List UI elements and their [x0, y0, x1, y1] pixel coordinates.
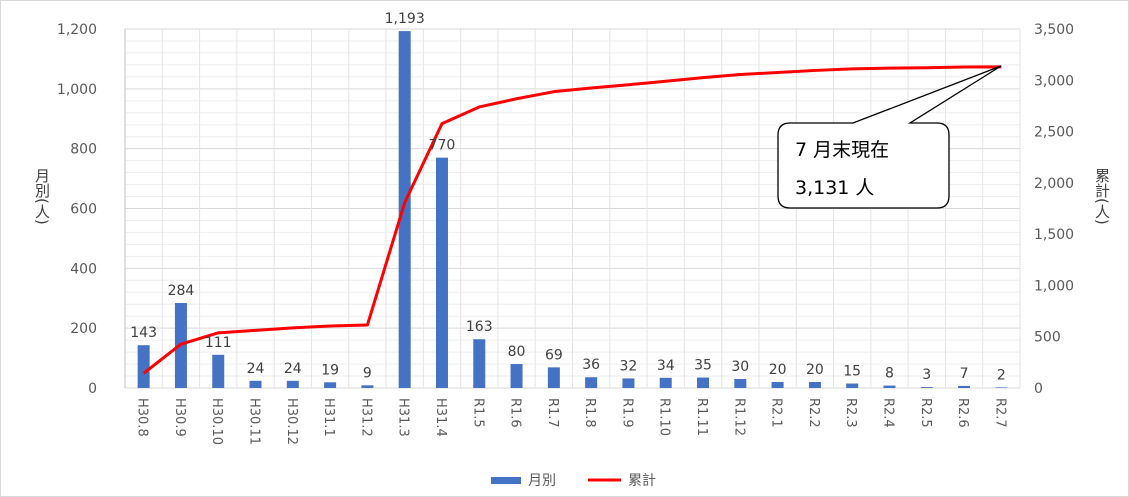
- category-tick-label: R1.12: [731, 398, 746, 436]
- legend: 月別 累計: [491, 473, 656, 489]
- bar-monthly: [286, 380, 299, 388]
- legend-line-label: 累計: [628, 473, 656, 489]
- bar-monthly: [883, 385, 896, 388]
- bar-data-label: 7: [960, 366, 969, 382]
- category-tick-label: H31.4: [433, 398, 448, 437]
- bar-data-label: 34: [657, 358, 675, 374]
- bar-monthly: [510, 364, 523, 388]
- callout-line1: 7 月末現在: [795, 139, 889, 161]
- right-tick-label: 1,500: [1034, 227, 1074, 243]
- bar-data-label: 770: [429, 138, 456, 154]
- category-tick-label: H31.1: [321, 398, 336, 437]
- bar-data-label: 1,193: [385, 11, 425, 27]
- bar-data-label: 143: [130, 325, 157, 341]
- right-tick-label: 3,500: [1034, 22, 1074, 38]
- bar-monthly: [920, 387, 933, 388]
- bar-monthly: [808, 382, 821, 388]
- bar-data-label: 36: [582, 357, 600, 373]
- category-tick-label: H30.11: [247, 398, 262, 445]
- legend-bar-label: 月別: [528, 473, 556, 489]
- bar-data-label: 8: [885, 366, 894, 382]
- bar-monthly: [734, 379, 747, 388]
- bar-data-label: 69: [545, 347, 563, 363]
- bar-data-label: 284: [168, 283, 195, 299]
- right-tick-label: 2,500: [1034, 125, 1074, 141]
- left-tick-label: 1,200: [57, 22, 97, 38]
- left-tick-label: 0: [88, 381, 97, 397]
- bar-monthly: [697, 377, 710, 388]
- left-tick-label: 200: [70, 321, 97, 337]
- bar-data-label: 20: [806, 362, 824, 378]
- category-tick-label: R2.7: [992, 398, 1007, 428]
- bar-data-label: 111: [205, 335, 232, 351]
- bar-data-label: 24: [284, 361, 302, 377]
- right-tick-label: 1,000: [1034, 278, 1074, 294]
- bar-data-label: 35: [694, 358, 712, 374]
- bar-monthly: [249, 380, 262, 388]
- bar-monthly: [137, 345, 150, 388]
- bar-data-label: 24: [247, 361, 265, 377]
- category-tick-label: H30.9: [172, 398, 187, 437]
- bar-data-label: 9: [363, 365, 372, 381]
- left-tick-label: 800: [70, 142, 97, 158]
- left-tick-label: 600: [70, 202, 97, 218]
- bar-monthly: [585, 377, 598, 388]
- bar-data-label: 15: [843, 364, 861, 380]
- bar-data-label: 32: [620, 358, 638, 374]
- category-tick-label: R1.7: [545, 398, 560, 428]
- category-tick-label: R2.3: [843, 398, 858, 428]
- legend-bar-swatch: [491, 477, 521, 484]
- category-tick-label: H30.10: [209, 398, 224, 445]
- left-tick-label: 1,000: [57, 82, 97, 98]
- bar-monthly: [435, 157, 448, 388]
- category-tick-label: R2.1: [769, 398, 784, 428]
- category-tick-label: R2.6: [955, 398, 970, 428]
- bar-monthly: [958, 385, 971, 388]
- bar-monthly: [212, 354, 225, 388]
- bar-monthly: [547, 367, 560, 388]
- bar-monthly: [398, 31, 411, 388]
- bar-data-label: 2: [997, 367, 1006, 383]
- category-tick-label: R1.5: [470, 398, 485, 428]
- bar-data-label: 163: [466, 319, 493, 335]
- bar-data-label: 20: [769, 362, 787, 378]
- category-tick-label: H30.8: [135, 398, 150, 437]
- bar-monthly: [846, 383, 859, 388]
- category-tick-label: R1.9: [619, 398, 634, 428]
- left-tick-label: 400: [70, 261, 97, 277]
- bar-monthly: [995, 387, 1008, 388]
- bar-data-label: 3: [922, 367, 931, 383]
- callout-box: [777, 65, 1002, 209]
- category-tick-label: R1.8: [582, 398, 597, 428]
- category-tick-label: R2.2: [806, 398, 821, 428]
- bar-monthly: [473, 339, 486, 388]
- left-axis-title: 月別(人): [33, 168, 51, 225]
- callout: 7 月末現在 3,131 人: [777, 65, 1002, 209]
- callout-line2: 3,131 人: [795, 177, 874, 199]
- right-tick-label: 2,000: [1034, 176, 1074, 192]
- category-tick-label: R1.10: [657, 398, 672, 436]
- category-tick-label: H31.2: [358, 398, 373, 437]
- cumulative-line: [142, 65, 1002, 375]
- right-axis-title: 累計(人): [1093, 168, 1111, 225]
- bar-monthly: [771, 382, 784, 388]
- bar-monthly: [622, 378, 635, 388]
- right-tick-label: 0: [1034, 381, 1043, 397]
- category-tick-label: H30.12: [284, 398, 299, 445]
- bar-monthly: [361, 385, 374, 388]
- bar-data-label: 80: [508, 344, 526, 360]
- category-tick-label: R2.4: [880, 398, 895, 428]
- category-tick-label: R1.6: [508, 398, 523, 428]
- bar-monthly: [659, 377, 672, 388]
- right-tick-label: 3,000: [1034, 73, 1074, 89]
- bar-monthly: [324, 382, 337, 388]
- category-tick-label: R2.5: [918, 398, 933, 428]
- category-tick-label: R1.11: [694, 398, 709, 436]
- bar-data-label: 30: [731, 359, 749, 375]
- bar-data-label: 19: [321, 362, 339, 378]
- category-tick-label: H31.3: [396, 398, 411, 437]
- right-tick-label: 500: [1034, 330, 1061, 346]
